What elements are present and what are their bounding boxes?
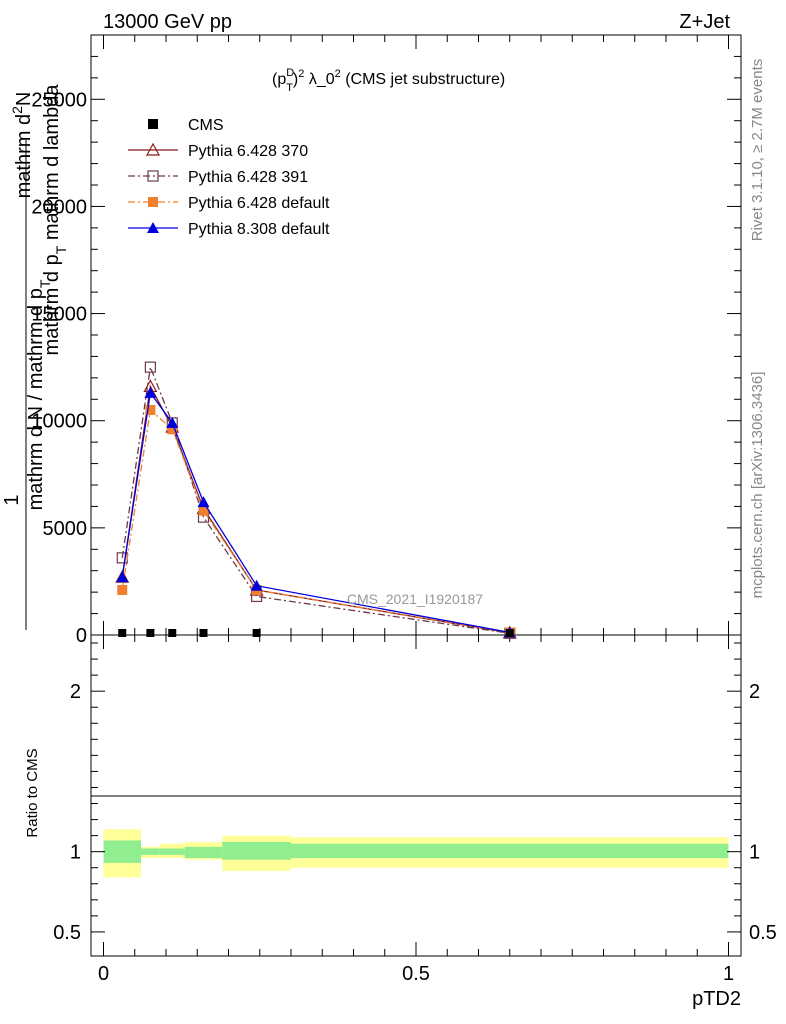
series-layer	[115, 361, 517, 639]
analysis-watermark: CMS_2021_I1920187	[347, 591, 483, 607]
data-point-marker	[148, 119, 158, 129]
data-point-marker	[197, 496, 210, 508]
ratio-y-ticks: 0.5 0.5 1 1 2 2	[53, 642, 777, 944]
legend-item: CMS	[148, 117, 224, 134]
ratio-y-tick-label-right: 0.5	[749, 922, 777, 944]
data-point-marker	[147, 170, 159, 182]
data-point-marker	[168, 629, 177, 637]
x-axis-label: pTD2	[692, 988, 741, 1010]
data-point-marker	[250, 579, 263, 591]
series-cms	[118, 629, 514, 637]
data-point-marker	[144, 386, 157, 398]
data-point-marker	[145, 405, 156, 415]
data-point-marker	[505, 629, 514, 637]
main-y-tick-label: 5000	[43, 518, 88, 540]
main-y-axis-label: 1 mathrm d N / mathrm d pT mathrm d2N ma…	[1, 84, 69, 630]
series-line	[121, 391, 510, 634]
ratio-y-tick-label: 2	[70, 681, 81, 703]
ratio-stat-band	[103, 840, 141, 863]
legend-label: Pythia 6.428 default	[188, 195, 330, 212]
data-point-marker	[118, 629, 127, 637]
data-point-marker	[199, 629, 208, 637]
legend-item: Pythia 6.428 default	[128, 195, 330, 212]
data-point-marker	[166, 416, 179, 428]
x-tick-label: 1	[723, 963, 734, 985]
ratio-y-tick-label: 0.5	[53, 922, 81, 944]
data-point-marker	[252, 629, 261, 637]
ratio-stat-band	[141, 848, 160, 855]
ratio-y-tick-label: 1	[70, 842, 81, 864]
series-line	[121, 364, 510, 634]
main-y-tick-label: 25000	[31, 89, 87, 111]
ratio-stat-band	[159, 848, 185, 855]
legend-label: CMS	[188, 117, 224, 134]
legend-label: Pythia 8.308 default	[188, 221, 330, 238]
ratio-stat-band	[222, 842, 291, 860]
ratio-y-axis-label: Ratio to CMS	[24, 748, 41, 837]
legend-item: Pythia 6.428 391	[128, 169, 308, 186]
rivet-version-label: Rivet 3.1.10, ≥ 2.7M events	[749, 59, 766, 242]
legend-item: Pythia 8.308 default	[128, 221, 330, 238]
legend-item: Pythia 6.428 370	[128, 142, 308, 160]
ratio-y-tick-label-right: 1	[749, 842, 760, 864]
legend: CMS Pythia 6.428 370 Pythia 6.428 391 Pythi…	[128, 117, 330, 238]
data-point-marker	[167, 424, 178, 435]
legend-label: Pythia 6.428 391	[188, 169, 308, 186]
ratio-stat-band	[184, 846, 223, 859]
y-label-bottom: mathrm d pT mathrm d lambda	[41, 84, 69, 356]
header-process-label: Z+Jet	[679, 11, 730, 33]
main-y-tick-label: 15000	[31, 304, 87, 326]
main-y-tick-label: 10000	[31, 411, 87, 433]
ratio-x-ticks: 0 0.5 1	[98, 635, 734, 985]
ratio-uncertainty-bands	[103, 829, 729, 878]
main-y-tick-label: 0	[76, 625, 87, 647]
header-energy-label: 13000 GeV pp	[103, 11, 232, 33]
y-label-denominator: mathrm d N / mathrm d pT	[25, 279, 53, 510]
x-tick-label: 0	[98, 963, 109, 985]
main-x-ticks	[103, 35, 729, 635]
y-label-top: mathrm d2N	[9, 92, 35, 199]
x-tick-label: 0.5	[402, 963, 430, 985]
data-point-marker	[148, 197, 158, 207]
plot-title: (pD T)2 λ_02 (CMS jet substructure)	[272, 67, 505, 94]
legend-label: Pythia 6.428 370	[188, 143, 308, 160]
y-label-numerator: 1	[1, 494, 23, 505]
data-point-marker	[145, 142, 161, 156]
series-line	[121, 408, 510, 634]
ratio-y-tick-label-right: 2	[749, 681, 760, 703]
data-point-marker	[146, 629, 155, 637]
data-point-marker	[144, 361, 156, 373]
data-point-marker	[147, 222, 159, 233]
data-point-marker	[117, 585, 128, 595]
main-y-ticks: 0 5000 10000 15000 20000 25000	[31, 34, 741, 647]
mcplots-label: mcplots.cern.ch [arXiv:1306.3436]	[749, 372, 766, 599]
data-point-marker	[116, 571, 129, 583]
data-point-marker	[198, 505, 209, 516]
main-y-tick-label: 20000	[31, 196, 87, 218]
ratio-stat-band	[291, 843, 729, 859]
